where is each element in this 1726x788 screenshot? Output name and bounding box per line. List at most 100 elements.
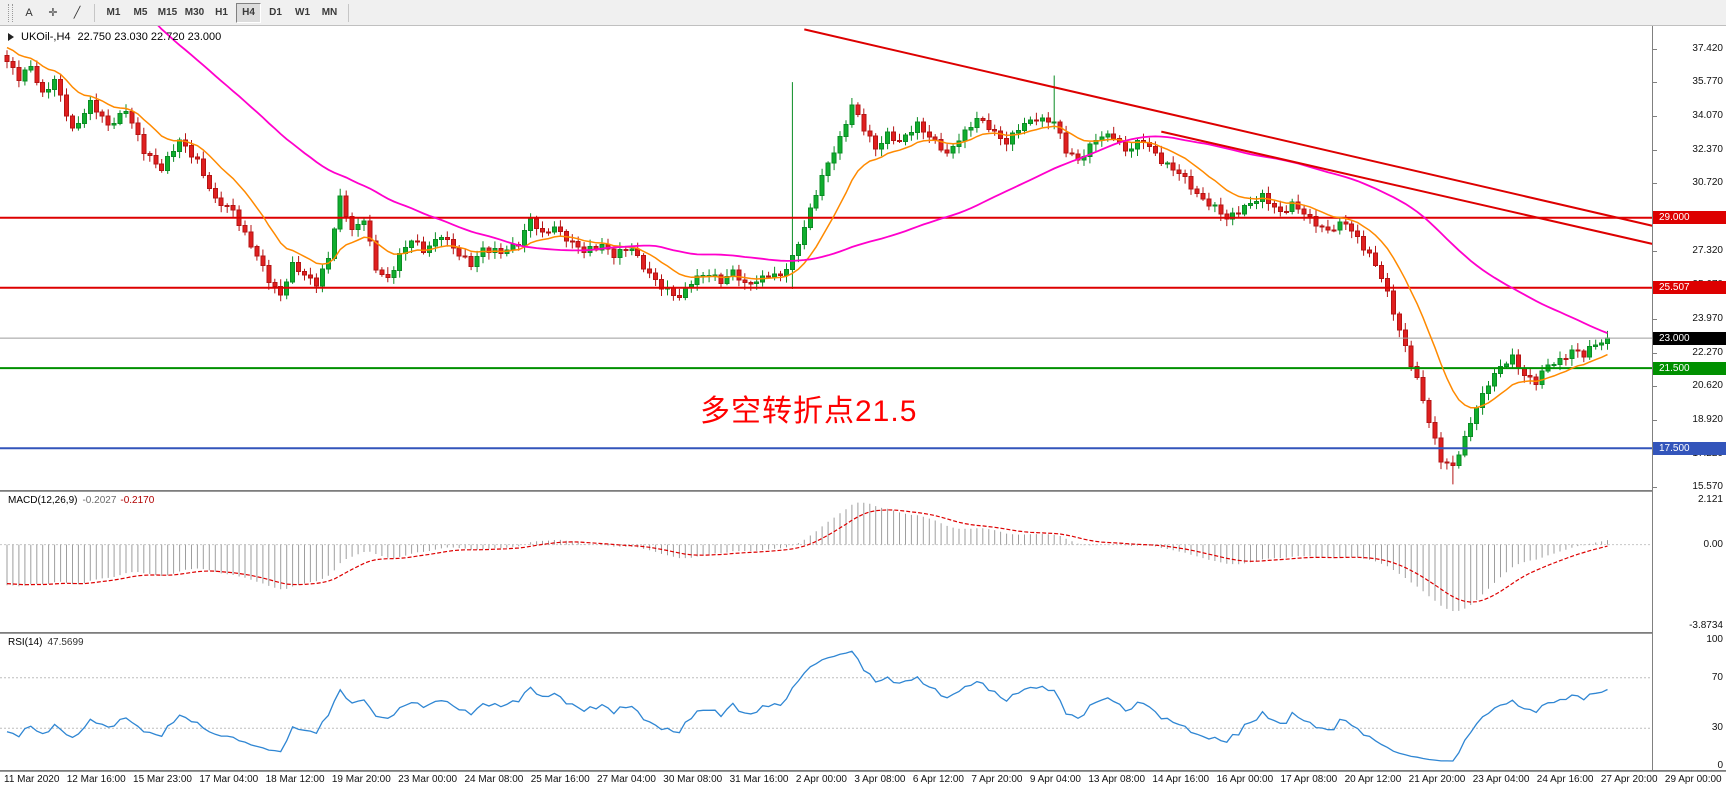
trendline — [804, 28, 1652, 227]
price-tick-label: 32.370 — [1692, 144, 1723, 155]
timeframe-d1-button[interactable]: D1 — [269, 7, 282, 18]
timeframe-m30-button[interactable]: M30 — [184, 7, 205, 18]
crosshair-tool-button[interactable]: ✛ — [48, 7, 58, 19]
time-axis-label: 24 Mar 08:00 — [464, 774, 524, 785]
current-price-box: 23.000 — [1653, 332, 1726, 345]
toolbar-separator — [94, 3, 95, 22]
time-axis-label: 15 Mar 23:00 — [133, 774, 192, 785]
ohlc-values: 22.750 23.030 22.720 23.000 — [77, 31, 222, 43]
top-toolbar: A ✛ ╱ M1 M5 M15 M30 H1 H4 D1 W1 MN — [0, 0, 1726, 26]
time-axis-label: 21 Apr 20:00 — [1408, 774, 1466, 785]
price-tick-mark — [1653, 487, 1657, 488]
level-price-box: 25.507 — [1653, 281, 1726, 294]
panel-separator[interactable] — [0, 632, 1726, 634]
time-axis-label: 17 Apr 08:00 — [1280, 774, 1338, 785]
price-tick-mark — [1653, 82, 1657, 83]
time-axis-label: 14 Apr 16:00 — [1152, 774, 1210, 785]
macd-name: MACD(12,26,9) — [8, 495, 78, 506]
panel-separator — [0, 770, 1726, 772]
macd-axis-label: -3.8734 — [1689, 620, 1723, 631]
price-tick-label: 15.570 — [1692, 481, 1723, 492]
time-axis-label: 16 Apr 00:00 — [1216, 774, 1274, 785]
macd-histogram — [6, 502, 1608, 611]
rsi-line — [6, 650, 1608, 762]
macd-main-value: -0.2027 — [82, 495, 117, 506]
macd-axis-label: 2.121 — [1697, 494, 1723, 505]
rsi-axis-label: 30 — [1711, 722, 1723, 733]
price-tick-mark — [1653, 319, 1657, 320]
symbol-period-label: UKOil-,H4 — [21, 31, 71, 43]
price-tick-mark — [1653, 150, 1657, 151]
level-price-box: 17.500 — [1653, 442, 1726, 455]
price-tick-mark — [1653, 386, 1657, 387]
panel-separator[interactable] — [0, 490, 1726, 492]
macd-indicator-label: MACD(12,26,9) -0.2027 -0.2170 — [8, 495, 154, 506]
rsi-panel-canvas[interactable] — [0, 634, 1652, 770]
level-price-box: 21.500 — [1653, 362, 1726, 375]
time-axis-label: 18 Mar 12:00 — [265, 774, 325, 785]
timeframe-m5-button[interactable]: M5 — [133, 7, 148, 18]
timeframe-m1-button[interactable]: M1 — [106, 7, 121, 18]
price-tick-label: 23.970 — [1692, 313, 1723, 324]
timeframe-h4-button[interactable]: H4 — [236, 2, 261, 23]
time-axis-label: 23 Apr 04:00 — [1472, 774, 1530, 785]
time-axis-label: 2 Apr 00:00 — [795, 774, 847, 785]
rsi-axis-label: 0 — [1717, 760, 1723, 771]
time-axis-label: 6 Apr 12:00 — [912, 774, 964, 785]
price-tick-mark — [1653, 353, 1657, 354]
price-tick-mark — [1653, 49, 1657, 50]
time-axis-label: 30 Mar 08:00 — [663, 774, 723, 785]
time-axis-label: 7 Apr 20:00 — [971, 774, 1023, 785]
rsi-indicator-label: RSI(14) 47.5699 — [8, 637, 84, 648]
rsi-name: RSI(14) — [8, 637, 43, 648]
price-tick-label: 20.620 — [1692, 380, 1723, 391]
price-tick-label: 30.720 — [1692, 177, 1723, 188]
time-axis-label: 9 Apr 04:00 — [1029, 774, 1081, 785]
time-axis-label: 23 Mar 00:00 — [398, 774, 458, 785]
text-tool-button[interactable]: A — [25, 6, 33, 19]
time-axis-label: 19 Mar 20:00 — [331, 774, 391, 785]
macd-signal-value: -0.2170 — [120, 495, 155, 506]
macd-axis-label: 0.00 — [1703, 539, 1723, 550]
time-axis[interactable]: 11 Mar 2020 12 Mar 16:00 15 Mar 23:00 17 Ma… — [0, 772, 1726, 788]
time-axis-label: 27 Mar 04:00 — [597, 774, 656, 785]
bear-candle-bodies — [4, 54, 1587, 467]
time-axis-label: 3 Apr 08:00 — [854, 774, 906, 785]
price-tick-mark — [1653, 183, 1657, 184]
price-tick-mark — [1653, 116, 1657, 117]
price-tick-label: 27.320 — [1692, 245, 1723, 256]
macd-signal-line — [6, 509, 1608, 603]
timeframe-h1-button[interactable]: H1 — [215, 7, 228, 18]
timeframe-mn-button[interactable]: MN — [321, 7, 338, 18]
rsi-value: 47.5699 — [47, 637, 84, 648]
timeframe-w1-button[interactable]: W1 — [295, 7, 310, 18]
timeframe-m15-button[interactable]: M15 — [157, 7, 178, 18]
rsi-axis-label: 70 — [1711, 672, 1723, 683]
time-axis-label: 24 Apr 16:00 — [1536, 774, 1594, 785]
price-tick-mark — [1653, 251, 1657, 252]
time-axis-label: 20 Apr 12:00 — [1344, 774, 1402, 785]
time-axis-label: 31 Mar 16:00 — [729, 774, 789, 785]
time-axis-label: 25 Mar 16:00 — [530, 774, 590, 785]
main-chart-canvas[interactable] — [0, 26, 1652, 490]
price-tick-label: 18.920 — [1692, 414, 1723, 425]
price-axis[interactable]: 37.42035.77034.07032.37030.72029.02027.3… — [1652, 26, 1726, 771]
macd-panel-canvas[interactable] — [0, 492, 1652, 632]
time-axis-label: 12 Mar 16:00 — [66, 774, 126, 785]
toolbar-grip[interactable] — [8, 3, 13, 22]
trendline — [1161, 130, 1652, 245]
chart-marker-icon — [8, 33, 14, 41]
time-axis-label: 11 Mar 2020 — [4, 774, 60, 785]
time-axis-label: 29 Apr 00:00 — [1664, 774, 1722, 785]
chart-title: UKOil-,H4 22.750 23.030 22.720 23.000 — [8, 31, 221, 43]
chart-window: UKOil-,H4 22.750 23.030 22.720 23.000 多空… — [0, 26, 1726, 788]
price-tick-label: 37.420 — [1692, 43, 1723, 54]
price-tick-label: 35.770 — [1692, 76, 1723, 87]
time-axis-label: 27 Apr 20:00 — [1600, 774, 1658, 785]
trendline-tool-button[interactable]: ╱ — [73, 7, 81, 19]
time-axis-label: 13 Apr 08:00 — [1088, 774, 1146, 785]
time-axis-label: 17 Mar 04:00 — [199, 774, 259, 785]
rsi-axis-label: 100 — [1706, 634, 1723, 645]
price-tick-label: 22.270 — [1692, 347, 1723, 358]
